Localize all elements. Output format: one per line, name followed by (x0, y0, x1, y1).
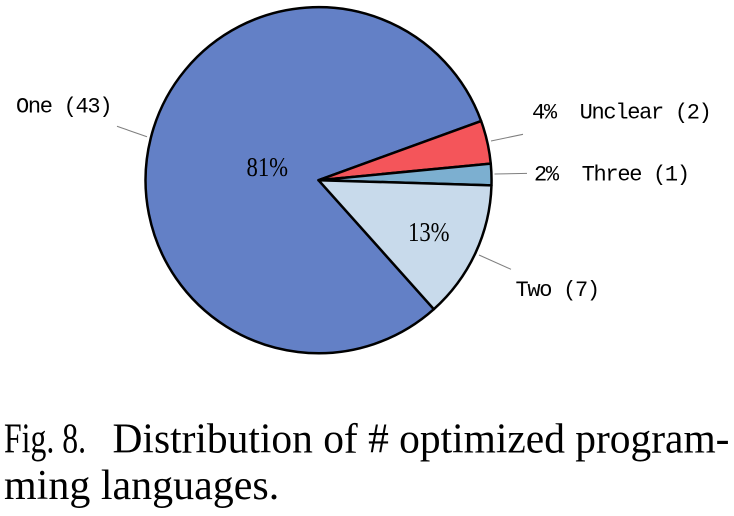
svg-text:Distribution of # optimized pr: Distribution of # optimized program- (113, 417, 730, 463)
svg-text:2% Three (1): 2% Three (1) (534, 163, 689, 188)
svg-text:13%: 13% (408, 218, 450, 247)
svg-text:4% Unclear (2): 4% Unclear (2) (532, 101, 711, 126)
svg-text:Fig. 8.: Fig. 8. (4, 417, 86, 463)
svg-text:Two (7): Two (7) (516, 278, 599, 303)
svg-text:ming languages.: ming languages. (4, 463, 279, 509)
svg-text:One (43): One (43) (16, 95, 111, 120)
svg-text:81%: 81% (247, 153, 289, 182)
